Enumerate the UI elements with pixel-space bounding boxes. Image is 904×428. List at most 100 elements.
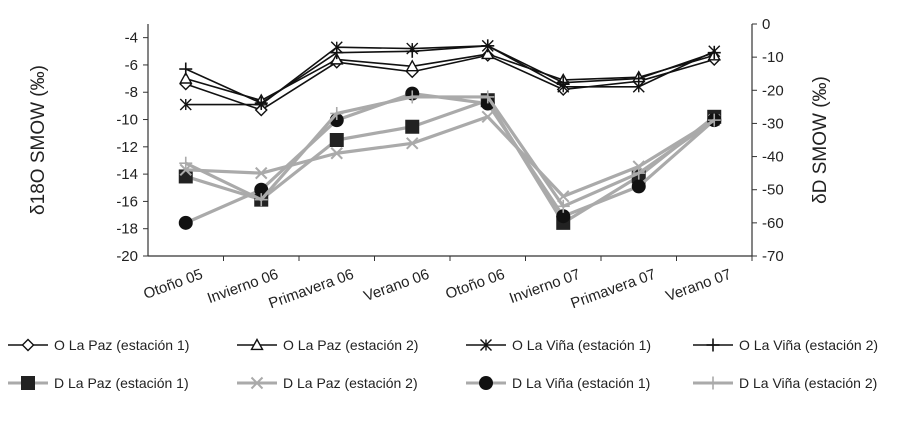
marker-shape bbox=[179, 71, 193, 84]
y-tick-label-left: -18 bbox=[116, 221, 138, 238]
marker-shape bbox=[330, 147, 343, 160]
series-line bbox=[185, 54, 715, 111]
legend-marker bbox=[480, 339, 492, 351]
data-point bbox=[481, 90, 495, 104]
legend-label: D La Viña (estación 2) bbox=[739, 375, 877, 391]
y-tick-label-left: -10 bbox=[116, 112, 138, 129]
legend-marker bbox=[250, 338, 264, 351]
data-point bbox=[707, 113, 721, 127]
marker-shape bbox=[250, 338, 264, 351]
legend-item: D La Viña (estación 2) bbox=[693, 375, 877, 391]
marker-shape bbox=[250, 376, 264, 390]
legend-item: D La Paz (estación 2) bbox=[237, 375, 418, 391]
y-tick-label-right: -30 bbox=[762, 115, 784, 132]
data-point bbox=[179, 62, 193, 76]
y-tick-label-left: -16 bbox=[116, 193, 138, 210]
data-point bbox=[631, 179, 646, 194]
legend-item: O La Paz (estación 1) bbox=[8, 337, 189, 353]
data-point bbox=[179, 71, 193, 84]
legend: O La Paz (estación 1) O La Paz (estación … bbox=[8, 337, 878, 391]
series-layer bbox=[178, 39, 722, 230]
x-tick-label: Primavera 07 bbox=[568, 266, 658, 312]
y-tick-label-right: -60 bbox=[762, 215, 784, 232]
y-tick-label-left: -14 bbox=[116, 166, 138, 183]
legend-marker bbox=[21, 338, 35, 352]
data-point bbox=[330, 46, 344, 60]
y-tick-label-right: -10 bbox=[762, 49, 784, 66]
data-point bbox=[556, 76, 570, 90]
y-tick-label-left: -6 bbox=[125, 57, 138, 74]
series-line bbox=[185, 95, 716, 208]
y-tick-label-right: -50 bbox=[762, 182, 784, 199]
y-axis-title-left: δ18O SMOW (‰) bbox=[28, 65, 49, 215]
marker-shape bbox=[21, 338, 35, 352]
series-line bbox=[185, 53, 715, 102]
series-line bbox=[185, 91, 716, 225]
marker-shape bbox=[254, 182, 269, 197]
ticks-layer: -4 -6 -8 -10 -12 -14 -16 -18 -20 0 -10 -20 -30 -40 -50… bbox=[116, 16, 783, 312]
data-point bbox=[179, 156, 193, 170]
data-point bbox=[254, 193, 268, 207]
legend-item: D La Viña (estación 1) bbox=[466, 375, 650, 391]
y-tick-label-right: 0 bbox=[762, 16, 770, 33]
data-point bbox=[406, 137, 419, 150]
data-point bbox=[178, 215, 193, 230]
data-point bbox=[330, 106, 344, 120]
marker-shape bbox=[329, 133, 344, 147]
legend-marker bbox=[250, 376, 264, 390]
legend-item: O La Viña (estación 2) bbox=[693, 337, 878, 353]
y-tick-label-left: -20 bbox=[116, 248, 138, 265]
y-axis-title-right: δD SMOW (‰) bbox=[810, 76, 831, 204]
legend-label: O La Viña (estación 1) bbox=[512, 337, 651, 353]
marker-shape bbox=[556, 209, 571, 224]
data-point bbox=[405, 119, 420, 134]
data-point bbox=[481, 47, 495, 60]
data-point bbox=[632, 72, 646, 86]
y-tick-label-left: -8 bbox=[125, 84, 138, 101]
marker-shape bbox=[479, 376, 493, 390]
data-point bbox=[179, 98, 192, 111]
legend-item: O La Viña (estación 1) bbox=[466, 337, 651, 353]
series-7 bbox=[179, 90, 721, 213]
legend-item: D La Paz (estación 1) bbox=[8, 375, 189, 391]
data-point bbox=[481, 39, 495, 53]
marker-shape bbox=[21, 376, 35, 390]
marker-shape bbox=[481, 47, 495, 60]
legend-label: O La Paz (estación 2) bbox=[283, 337, 418, 353]
data-point bbox=[405, 44, 419, 58]
series-line bbox=[185, 115, 716, 198]
marker-shape bbox=[178, 215, 193, 230]
y-tick-label-right: -70 bbox=[762, 248, 784, 265]
data-point bbox=[255, 166, 268, 180]
legend-marker bbox=[706, 376, 720, 390]
x-tick-label: Otoño 06 bbox=[443, 266, 507, 303]
marker-shape bbox=[405, 59, 419, 72]
marker-shape bbox=[255, 166, 268, 180]
marker-shape bbox=[632, 160, 645, 173]
data-point bbox=[329, 133, 344, 147]
marker-shape bbox=[481, 110, 494, 124]
marker-shape bbox=[631, 179, 646, 194]
x-tick-label: Primavera 06 bbox=[266, 266, 356, 312]
data-point bbox=[254, 182, 269, 197]
series-3 bbox=[179, 39, 721, 110]
axes-layer bbox=[143, 23, 757, 261]
data-point bbox=[254, 96, 268, 110]
marker-shape bbox=[406, 137, 419, 150]
y-tick-label-left: -12 bbox=[116, 139, 138, 156]
data-point bbox=[632, 166, 646, 180]
data-point bbox=[405, 90, 419, 104]
data-point bbox=[481, 110, 494, 124]
x-tick-label: Verano 06 bbox=[362, 266, 432, 305]
x-tick-label: Verano 07 bbox=[664, 266, 734, 305]
series-line bbox=[185, 45, 715, 104]
data-point bbox=[556, 209, 571, 224]
y-tick-label-right: -20 bbox=[762, 82, 784, 99]
legend-marker bbox=[21, 376, 35, 390]
data-point bbox=[405, 59, 419, 72]
y-tick-label-right: -40 bbox=[762, 149, 784, 166]
legend-item: O La Paz (estación 2) bbox=[237, 337, 418, 353]
data-point bbox=[556, 199, 570, 213]
